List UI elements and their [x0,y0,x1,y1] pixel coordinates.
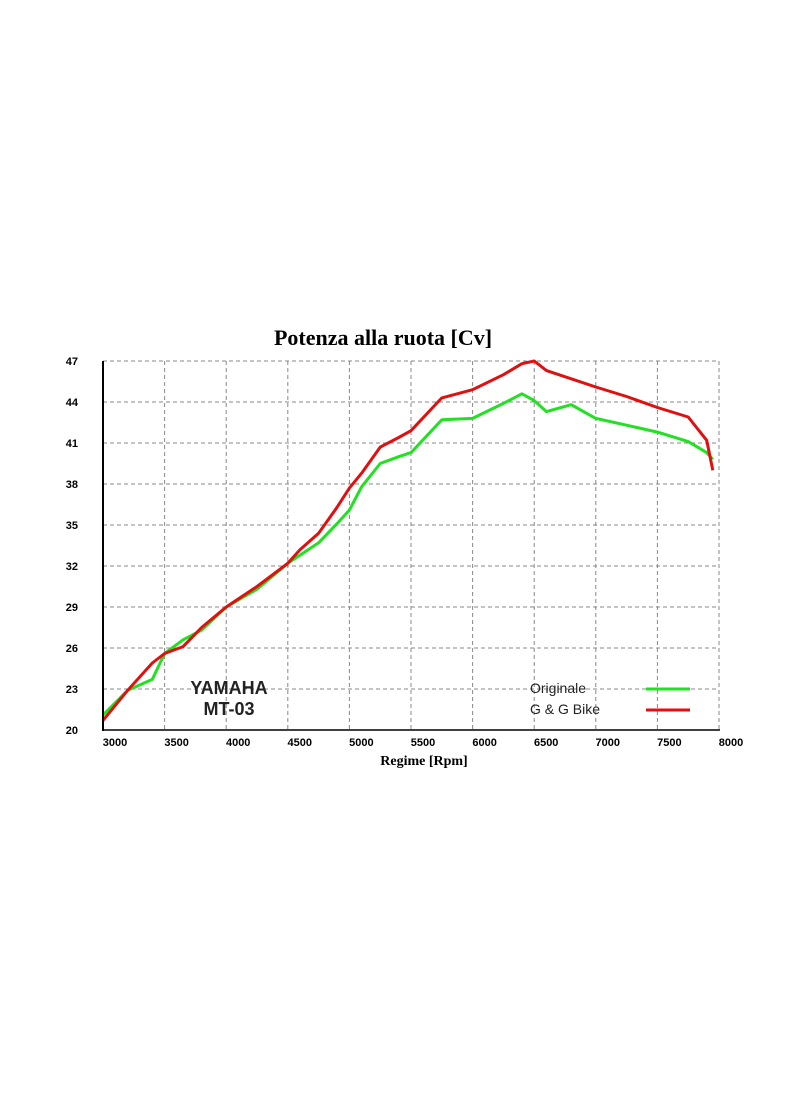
x-axis-label: Regime [Rpm] [380,754,467,769]
x-tick-label: 6500 [534,737,558,749]
x-tick-label: 4500 [288,737,312,749]
grid [103,360,720,730]
series-line-gg-bike [101,359,715,722]
legend-label-gg-bike: G & G Bike [530,701,600,717]
y-tick-label: 35 [66,520,78,532]
annotation-brand: YAMAHA [190,678,267,698]
y-tick-labels: 20 23 26 29 32 35 38 41 44 47 [66,356,79,737]
x-tick-label: 4000 [226,737,250,749]
x-tick-labels: 3000 3500 4000 4500 5000 5500 6000 6500 7000 7500… [103,737,743,749]
series-line-originale [101,392,714,717]
series-lines [101,359,715,722]
y-tick-label: 26 [66,643,78,655]
x-tick-label: 7000 [596,737,620,749]
x-tick-label: 6000 [472,737,496,749]
y-tick-label: 41 [66,438,78,450]
y-tick-label: 29 [66,602,78,614]
y-tick-label: 23 [66,684,78,696]
y-tick-label: 47 [66,356,78,368]
y-tick-label: 44 [66,397,79,409]
legend-label-originale: Originale [530,680,586,696]
x-tick-label: 5500 [411,737,435,749]
y-tick-label: 20 [66,725,78,737]
y-tick-label: 32 [66,561,78,573]
x-tick-label: 5000 [349,737,373,749]
annotation-model: MT-03 [203,699,254,719]
x-tick-label: 3000 [103,737,127,749]
x-tick-label: 8000 [719,737,743,749]
x-tick-label: 7500 [657,737,681,749]
chart-title: Potenza alla ruota [Cv] [274,325,492,350]
x-tick-label: 3500 [164,737,188,749]
y-tick-label: 38 [66,479,78,491]
